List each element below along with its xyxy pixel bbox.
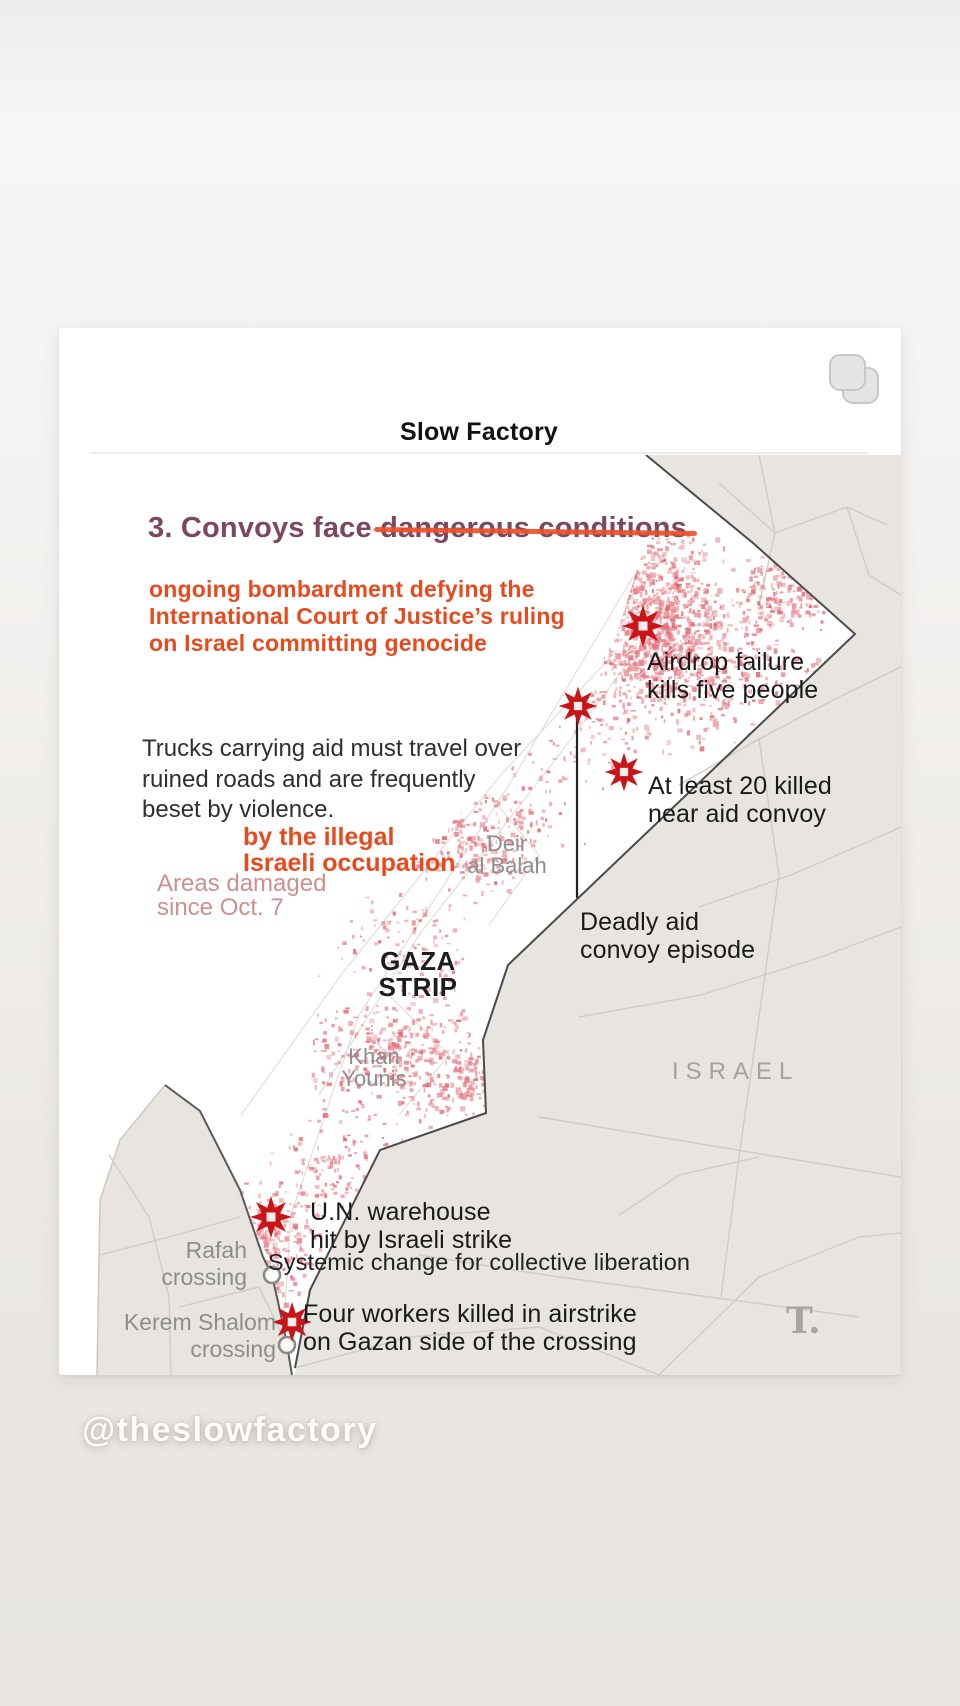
- rafah-crossing-label: Rafah crossing: [161, 1237, 247, 1290]
- khan-younis-label: Khan Younis: [341, 1044, 407, 1091]
- annotation-mid-line: by the illegal: [243, 823, 395, 851]
- convoy-event-marker: [604, 752, 644, 792]
- gaza-israel-border: [294, 455, 857, 1369]
- annotation-mid: by the illegal Israeli occupation: [243, 824, 456, 876]
- israel-region: [295, 455, 901, 1375]
- israel-label: ISRAEL: [672, 1058, 800, 1085]
- body-paragraph: Trucks carrying aid must travel over rui…: [142, 734, 521, 826]
- body-line: Trucks carrying aid must travel over: [142, 735, 522, 762]
- carousel-stack-icon: [829, 354, 881, 406]
- gaza-roads: [240, 574, 672, 1306]
- legend-line: Areas damaged: [157, 870, 327, 897]
- deadly-convoy-event-label: Deadly aid convoy episode: [580, 908, 756, 964]
- account-handle[interactable]: @theslowfactory: [82, 1411, 378, 1449]
- annotation-mid-line: Israeli occupation: [243, 849, 456, 877]
- slide-heading: 3. Convoys face dangerous conditions: [148, 512, 698, 545]
- convoy20-event-label: At least 20 killed near aid convoy: [648, 772, 832, 828]
- gaza-map: [96, 455, 901, 1375]
- airdrop-event-label: Airdrop failure kills five people: [647, 648, 819, 704]
- damage-legend: Areas damaged since Oct. 7: [157, 872, 326, 920]
- annotation-bottom: Systemic change for collective liberatio…: [268, 1249, 691, 1275]
- annotation-top-line: International Court of Justice’s ruling: [149, 603, 565, 629]
- heading-struck-text: dangerous conditions: [374, 512, 698, 545]
- warehouse-event-label: U.N. warehouse hit by Israeli strike: [310, 1198, 513, 1254]
- airdrop-event-marker: [622, 605, 664, 647]
- workers-event-label: Four workers killed in airstrike on Gaza…: [303, 1300, 637, 1356]
- kerem-shalom-crossing-label: Kerem Shalom crossing: [123, 1309, 276, 1362]
- carousel-front-card-icon: [829, 354, 866, 391]
- heading-prefix: 3. Convoys face: [148, 512, 381, 544]
- page-title: Slow Factory: [400, 418, 558, 446]
- annotation-top-line: ongoing bombardment defying the: [149, 576, 535, 602]
- legend-line: since Oct. 7: [157, 894, 284, 921]
- warehouse-event-marker: [250, 1196, 292, 1238]
- kerem-shalom-crossing-marker: [277, 1335, 297, 1355]
- rafah-crossing-marker: [262, 1265, 282, 1285]
- annotation-top: ongoing bombardment defying the Internat…: [149, 576, 565, 657]
- body-line: beset by violence.: [142, 796, 335, 823]
- header-divider: [90, 452, 869, 454]
- coast-event-marker: [558, 686, 598, 726]
- gaza-strip-label: GAZA STRIP: [378, 946, 458, 1002]
- body-line: ruined roads and are frequently: [142, 765, 476, 793]
- nyt-logo: T.: [786, 1300, 821, 1342]
- deir-al-balah-label: Deir al Balah: [467, 831, 547, 878]
- annotation-top-line: on Israel committing genocide: [149, 630, 488, 656]
